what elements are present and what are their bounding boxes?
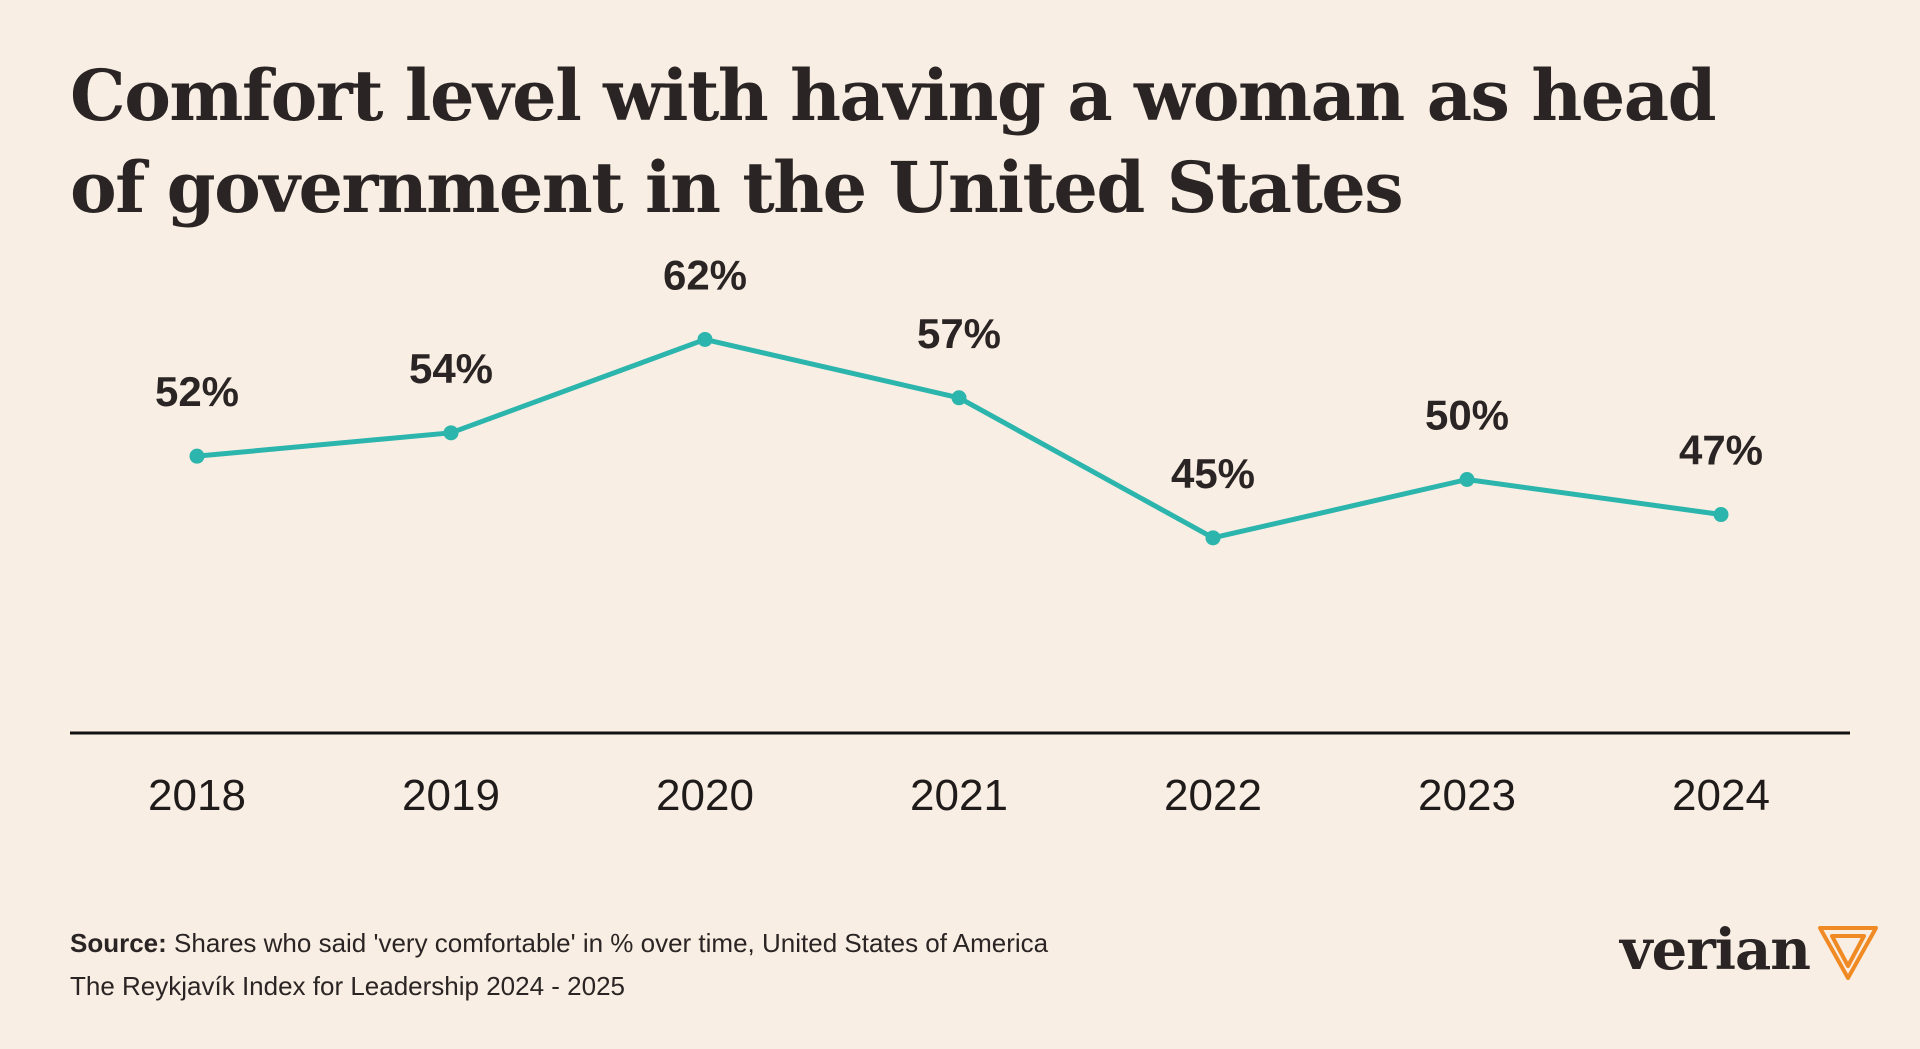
source-label: Source:	[70, 928, 167, 958]
data-label-2023: 50%	[1425, 392, 1509, 439]
data-point-2024	[1713, 507, 1729, 523]
x-axis-ticks: 2018 2019 2020 2021 2022 2023 2024	[148, 771, 1770, 820]
x-tick-label-2021: 2021	[910, 771, 1008, 820]
data-point-2020	[697, 331, 713, 347]
data-point-2023	[1459, 472, 1475, 487]
chart-footer: Source: Shares who said 'very comfortabl…	[70, 922, 1048, 1008]
series-layer: 52% 54% 62% 57% 45% 50% 47%	[155, 251, 1763, 546]
data-label-2020: 62%	[663, 251, 747, 298]
data-label-2022: 45%	[1171, 450, 1255, 497]
chart-title: Comfort level with having a woman as hea…	[70, 54, 1717, 229]
data-point-2019	[443, 425, 459, 441]
x-tick-label-2024: 2024	[1672, 771, 1770, 820]
data-label-2018: 52%	[155, 368, 239, 415]
x-tick-label-2020: 2020	[656, 771, 754, 820]
source-line: Source: Shares who said 'very comfortabl…	[70, 922, 1048, 965]
x-tick-label-2023: 2023	[1418, 771, 1516, 820]
data-point-2018	[189, 448, 205, 464]
x-tick-label-2022: 2022	[1164, 771, 1262, 820]
data-point-2021	[951, 390, 967, 406]
x-tick-label-2018: 2018	[148, 771, 246, 820]
source-text: Shares who said 'very comfortable' in % …	[174, 928, 1049, 958]
brand-logo: verian	[1620, 918, 1880, 982]
verian-logo-icon	[1818, 926, 1878, 980]
index-line: The Reykjavík Index for Leadership 2024 …	[70, 971, 626, 1001]
data-label-2021: 57%	[917, 310, 1001, 357]
data-label-2019: 54%	[409, 345, 493, 392]
data-label-2024: 47%	[1679, 427, 1763, 474]
brand-name: verian	[1620, 917, 1811, 983]
data-point-2022	[1205, 530, 1221, 546]
x-tick-label-2019: 2019	[402, 771, 500, 820]
